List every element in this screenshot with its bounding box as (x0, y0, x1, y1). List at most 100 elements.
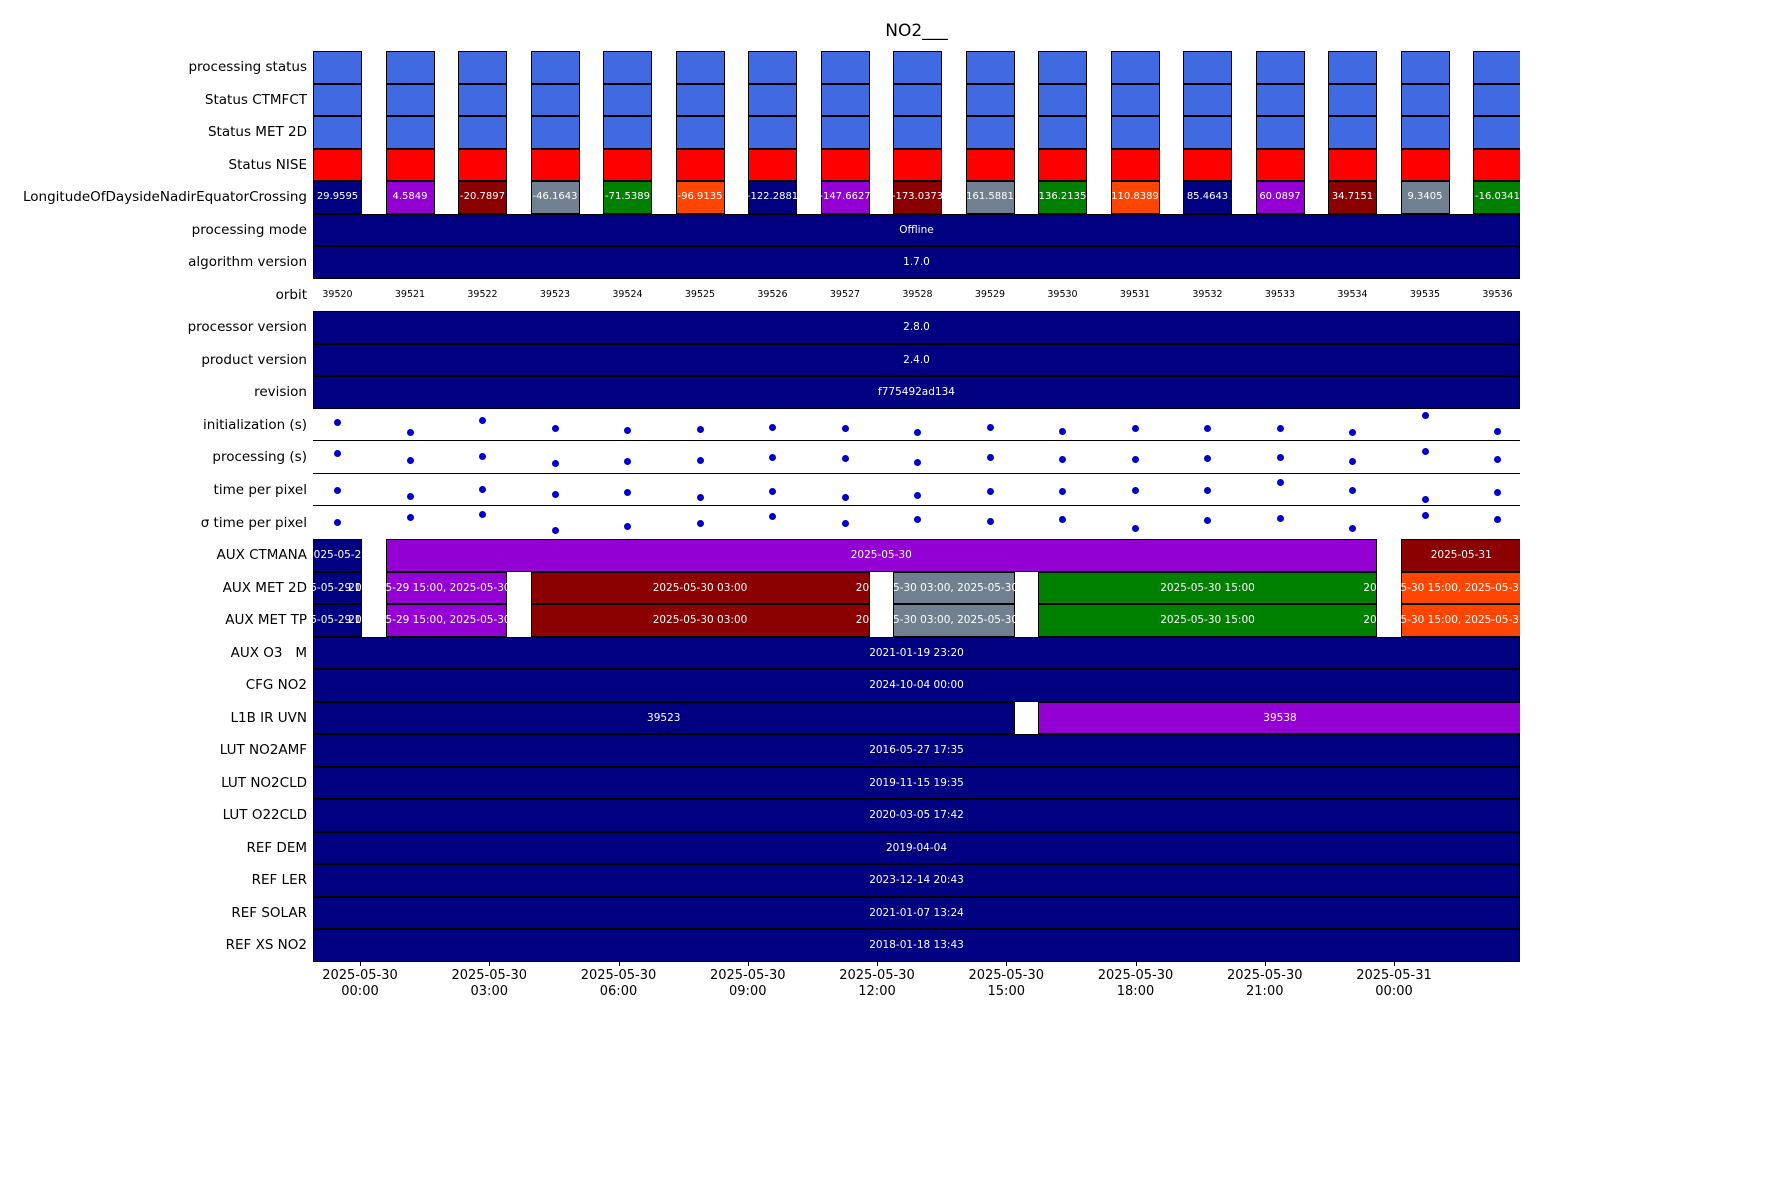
longitude-value: 29.9595 (316, 191, 359, 203)
segment-bar: 2025-05-31 (1400, 539, 1520, 572)
status-block (675, 148, 725, 182)
segment-value: 2025-05-29 (313, 549, 369, 562)
longitude-block: -173.0373 (892, 181, 943, 214)
longitude-value: 34.7151 (1331, 191, 1374, 203)
full-width-bar: 2021-01-07 13:24 (313, 896, 1520, 930)
bar-value: 2023-12-14 20:43 (869, 874, 964, 887)
row-label: LUT O22CLD (222, 807, 307, 824)
bar-value: 2019-11-15 19:35 (869, 776, 964, 789)
scatter-dot (334, 518, 341, 526)
bar-value: 1.7.0 (903, 256, 930, 269)
row-label: REF DEM (246, 839, 307, 856)
x-tick-label: 2025-05-30 00:00 (322, 968, 398, 1000)
row-band: 2019-04-04 (313, 831, 1520, 865)
full-width-bar: 2.4.0 (313, 343, 1520, 377)
status-block (603, 51, 652, 84)
row-band: 39523 39538 (313, 701, 1520, 735)
scatter-dot (551, 527, 559, 535)
longitude-value: -46.1643 (532, 191, 578, 203)
status-block (603, 116, 652, 149)
status-block (820, 148, 870, 182)
status-block (458, 83, 507, 117)
orbit-number: 39534 (1337, 288, 1368, 300)
row-band: 39520 39521 39522 39523 39524 39525 39526 39527… (313, 279, 1520, 312)
x-tick-label: 2025-05-30 09:00 (709, 968, 786, 1000)
row-band (313, 51, 1520, 84)
segment-value: 2025-05-30 15:00 (1160, 614, 1255, 627)
segment-value: 2025-05-29 15:00 (313, 581, 385, 594)
row-band: 1.7.0 (313, 246, 1520, 279)
segment-value: 2025-05-30 03:00, 2025-05-30 15:00 (855, 614, 1052, 627)
longitude-block: -96.9135 (675, 181, 725, 214)
status-block (385, 83, 435, 117)
longitude-value: 60.0897 (1259, 191, 1301, 203)
bar-value: Offline (899, 223, 934, 236)
segment-bar: 2025-05-30 03:00 (530, 604, 870, 637)
x-tick-label: 2025-05-30 06:00 (580, 968, 657, 1000)
status-block (458, 51, 507, 84)
scatter-dot (479, 452, 486, 460)
scatter-dot (769, 424, 776, 431)
row-band (313, 409, 1520, 442)
row-band (313, 474, 1520, 507)
scatter-dot (914, 459, 921, 467)
segment-bar: 2025-05-29 15:00 (313, 604, 385, 637)
scatter-dot (1349, 525, 1356, 533)
segment-bar: 2025-05-29 15:00, 2025-05-30 03:00 (348, 571, 544, 605)
status-block (1328, 83, 1377, 117)
status-block (603, 148, 652, 182)
x-tick-mark (1006, 962, 1008, 966)
scatter-dot (406, 457, 414, 465)
longitude-block: -71.5389 (603, 181, 652, 214)
status-block (1400, 116, 1450, 149)
full-width-bar: 2024-10-04 00:00 (313, 669, 1520, 702)
scatter-dot (696, 520, 704, 528)
bar-value: 2019-04-04 (885, 841, 948, 854)
segment-value: 2025-05-30 03:00 (652, 614, 748, 627)
bar-value: 2.4.0 (903, 353, 930, 366)
longitude-value: 85.4643 (1186, 191, 1229, 203)
segment-value: 39538 (1263, 711, 1297, 724)
status-block (1473, 116, 1520, 149)
bar-value: 2016-05-27 17:35 (869, 744, 964, 757)
status-block (313, 51, 362, 84)
scatter-dot (841, 494, 849, 502)
scatter-dot (1421, 495, 1429, 503)
status-block (530, 83, 580, 117)
segment-bar: 39538 (1038, 701, 1520, 735)
longitude-block: 110.8389 (1110, 181, 1160, 214)
row-label: algorithm version (188, 254, 307, 271)
orbit-number: 39535 (1409, 288, 1441, 300)
orbit-number: 39532 (1192, 288, 1223, 300)
scatter-dot (334, 486, 341, 494)
scatter-dot (696, 494, 704, 502)
status-block (1038, 116, 1087, 149)
status-block (675, 83, 725, 117)
row-band (313, 83, 1520, 117)
row-label: time per pixel (213, 481, 307, 498)
scatter-dot (986, 454, 994, 462)
row-label: REF SOLAR (231, 904, 307, 921)
longitude-value: 110.8389 (1111, 191, 1159, 203)
full-width-bar: 2020-03-05 17:42 (313, 799, 1520, 832)
row-label: AUX MET 2D (222, 579, 307, 596)
plot-area: 29.9595 4.5849 -20.7897 -46.1643 -71.5389 -96… (313, 51, 1520, 962)
scatter-dot (624, 489, 631, 497)
segment-value: 2025-05-31 (1430, 549, 1492, 562)
status-block (748, 83, 797, 117)
segment-value: 2025-05-30 (850, 549, 912, 562)
status-block (1400, 51, 1450, 84)
segment-value: 2025-05-29 15:00, 2025-05-30 03:00 (348, 614, 545, 627)
segment-bar: 2025-05-30 15:00 (1038, 604, 1377, 637)
row-label: orbit (275, 286, 307, 303)
scatter-dot (551, 425, 559, 433)
scatter-dot (479, 417, 486, 425)
row-label: REF XS NO2 (225, 937, 307, 954)
scatter-dot (1494, 456, 1501, 464)
row-label: REF LER (251, 872, 307, 889)
x-tick-mark (360, 962, 361, 966)
x-tick-mark (618, 962, 620, 966)
row-label: σ time per pixel (200, 514, 307, 531)
